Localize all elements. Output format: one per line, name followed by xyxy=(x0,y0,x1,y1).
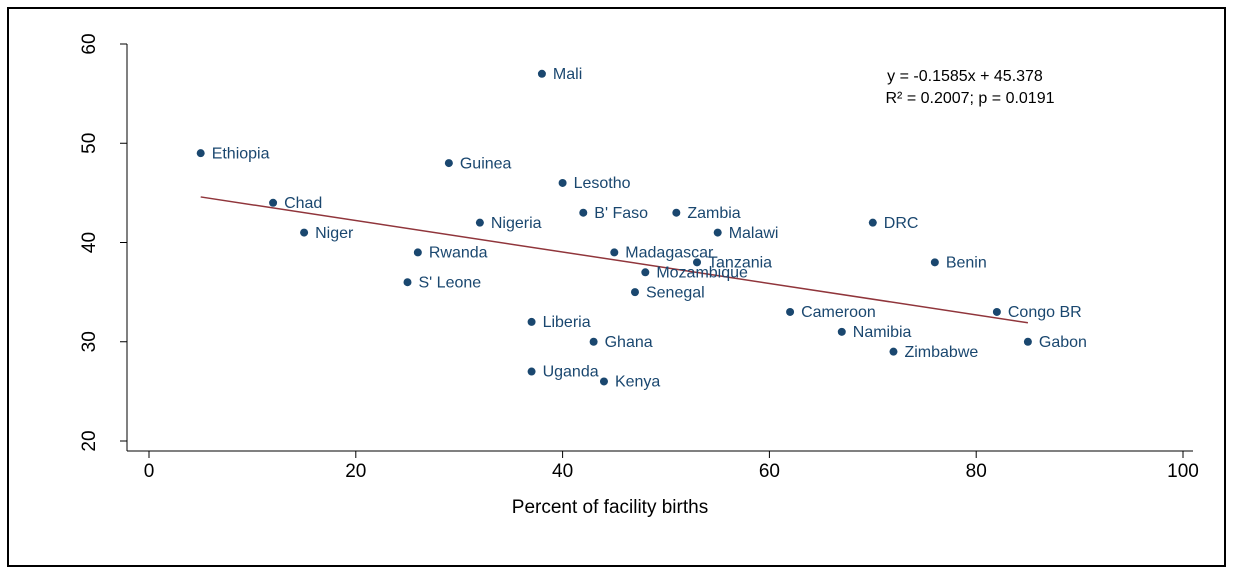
point-label: Kenya xyxy=(615,374,660,391)
y-tick-label: 50 xyxy=(79,133,100,154)
point xyxy=(579,208,588,217)
point-label: Rwanda xyxy=(429,245,488,262)
point xyxy=(589,337,598,346)
frame xyxy=(7,7,1226,567)
point xyxy=(475,218,484,227)
point xyxy=(889,347,898,356)
point-label: Niger xyxy=(315,225,354,242)
x-tick-label: 60 xyxy=(759,461,780,482)
point xyxy=(300,228,309,237)
point-label: Madagascar xyxy=(625,245,714,262)
x-tick-label: 100 xyxy=(1167,461,1199,482)
point-label: Zimbabwe xyxy=(904,344,978,361)
point-label: Senegal xyxy=(646,284,705,301)
point xyxy=(537,69,546,78)
point xyxy=(837,327,846,336)
point xyxy=(1023,337,1032,346)
annotation: R² = 0.2007; p = 0.0191 xyxy=(885,90,1054,107)
point xyxy=(196,149,205,158)
point xyxy=(599,377,608,386)
point-label: B' Faso xyxy=(594,205,648,222)
y-tick-label: 60 xyxy=(79,33,100,54)
point-label: Cameroon xyxy=(801,304,876,321)
x-tick-label: 0 xyxy=(144,461,155,482)
point xyxy=(610,248,619,257)
annotation: y = -0.1585x + 45.378 xyxy=(887,68,1043,85)
point xyxy=(269,198,278,207)
point-label: Namibia xyxy=(853,324,912,341)
point xyxy=(992,307,1001,316)
point xyxy=(444,159,453,168)
y-tick-label: 30 xyxy=(79,331,100,352)
point xyxy=(403,278,412,287)
point xyxy=(413,248,422,257)
point xyxy=(693,258,702,267)
point-label: Chad xyxy=(284,195,322,212)
x-axis-label: Percent of facility births xyxy=(512,497,708,518)
x-tick-label: 40 xyxy=(552,461,573,482)
point-label: Gabon xyxy=(1039,334,1087,351)
point-label: Liberia xyxy=(543,314,591,331)
y-tick-label: 40 xyxy=(79,232,100,253)
point-label: DRC xyxy=(884,215,919,232)
point xyxy=(930,258,939,267)
x-tick-label: 20 xyxy=(345,461,366,482)
point xyxy=(786,307,795,316)
point xyxy=(672,208,681,217)
point-label: Mali xyxy=(553,66,582,83)
point xyxy=(527,367,536,376)
point-label: Malawi xyxy=(729,225,779,242)
point xyxy=(527,317,536,326)
point-label: Tanzania xyxy=(708,255,772,272)
point-label: Congo BR xyxy=(1008,304,1082,321)
point-label: Benin xyxy=(946,255,987,272)
point-label: Ghana xyxy=(605,334,653,351)
point-label: Lesotho xyxy=(574,175,631,192)
point xyxy=(630,288,639,297)
point-label: Zambia xyxy=(687,205,740,222)
point xyxy=(713,228,722,237)
point-label: S' Leone xyxy=(419,274,482,291)
point-label: Mozambique xyxy=(656,264,748,281)
y-tick-label: 20 xyxy=(79,430,100,451)
point xyxy=(641,268,650,277)
point-label: Guinea xyxy=(460,155,512,172)
x-tick-label: 80 xyxy=(966,461,987,482)
point xyxy=(558,178,567,187)
point-label: Uganda xyxy=(543,364,599,381)
point-label: Ethiopia xyxy=(212,145,270,162)
trend-line xyxy=(200,196,1029,324)
point-label: Nigeria xyxy=(491,215,542,232)
point xyxy=(868,218,877,227)
